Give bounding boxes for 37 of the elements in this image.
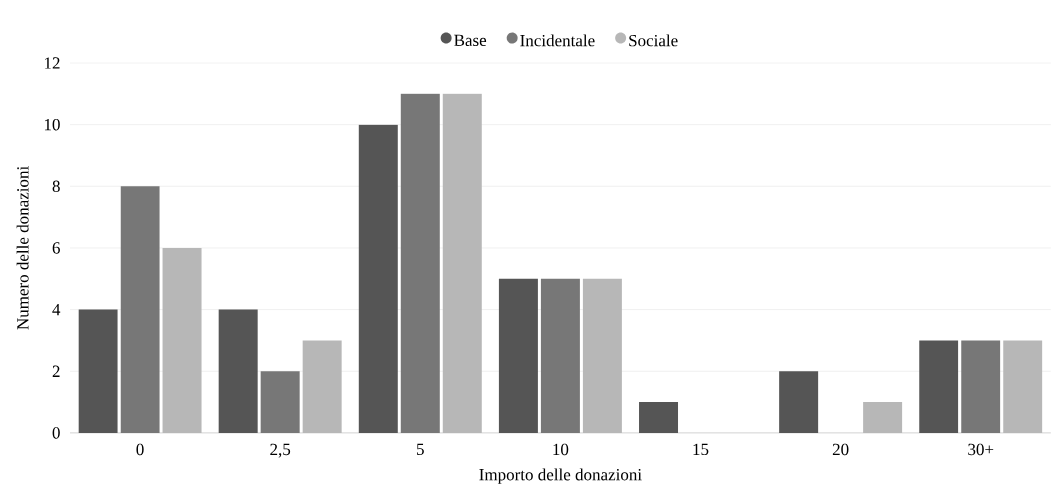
legend-label: Incidentale bbox=[520, 34, 595, 47]
bar bbox=[260, 371, 300, 433]
x-tick-label: 5 bbox=[417, 443, 424, 456]
bar bbox=[1003, 340, 1043, 433]
bar bbox=[400, 93, 440, 433]
legend-label: Sociale bbox=[629, 34, 678, 47]
y-tick-label: 2 bbox=[52, 365, 60, 377]
bar bbox=[919, 340, 959, 433]
legend-label: Base bbox=[454, 34, 487, 47]
bar bbox=[582, 278, 622, 433]
bar bbox=[302, 340, 342, 433]
bar bbox=[442, 93, 482, 433]
y-axis-title: Numero delle donazioni bbox=[16, 166, 29, 330]
x-axis-title: Importo delle donazioni bbox=[479, 468, 642, 484]
bar bbox=[162, 247, 202, 433]
bar bbox=[961, 340, 1001, 433]
bar bbox=[639, 402, 679, 433]
bar bbox=[78, 309, 118, 433]
x-tick-label: 0 bbox=[136, 443, 144, 456]
bar bbox=[218, 309, 258, 433]
bar bbox=[120, 186, 160, 433]
y-tick-label: 10 bbox=[44, 118, 60, 131]
x-tick-label: 20 bbox=[832, 443, 849, 456]
y-tick-label: 6 bbox=[52, 242, 60, 254]
y-tick-label: 0 bbox=[52, 427, 60, 439]
bar bbox=[498, 278, 538, 433]
bar bbox=[540, 278, 580, 433]
bar bbox=[358, 124, 398, 433]
x-tick-label: 10 bbox=[553, 443, 569, 456]
y-tick-label: 12 bbox=[44, 57, 60, 69]
bar bbox=[863, 402, 903, 433]
bar bbox=[779, 371, 819, 433]
x-tick-label: 2,5 bbox=[270, 443, 291, 458]
x-tick-label: 30+ bbox=[968, 443, 994, 456]
y-tick-label: 8 bbox=[52, 180, 60, 193]
y-tick-label: 4 bbox=[52, 304, 61, 316]
x-tick-label: 15 bbox=[693, 443, 709, 456]
